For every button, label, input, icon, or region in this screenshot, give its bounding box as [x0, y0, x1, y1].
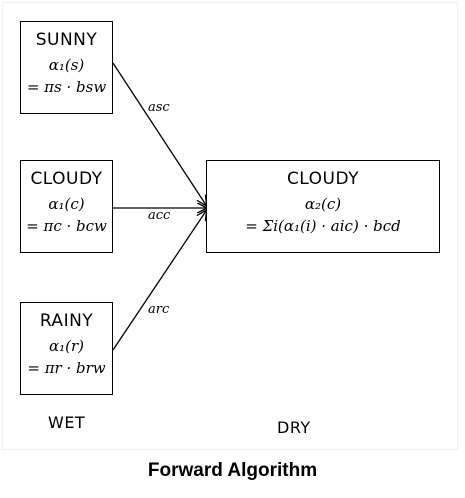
node-target-alpha: α₂(c) [304, 195, 342, 213]
node-rainy-name: RAINY [39, 311, 94, 331]
node-sunny-name: SUNNY [35, 30, 98, 50]
node-target-name: CLOUDY [286, 169, 360, 189]
node-sunny: SUNNY α₁(s) = πs · bsw [20, 21, 113, 114]
figure-caption: Forward Algorithm [147, 460, 318, 481]
node-sunny-formula: = πs · bsw [26, 78, 107, 96]
node-cloudy-name: CLOUDY [30, 169, 103, 189]
column-label-wet: WET [48, 413, 86, 432]
column-label-dry: DRY [277, 418, 311, 437]
node-rainy-formula: = πr · brw [27, 359, 106, 377]
node-rainy: RAINY α₁(r) = πr · brw [20, 302, 113, 395]
edge-sunny-to-cloudy [112, 62, 206, 205]
node-sunny-alpha: α₁(s) [48, 56, 85, 74]
node-cloudy-alpha: α₁(c) [48, 195, 85, 213]
node-cloudy: CLOUDY α₁(c) = πc · bcw [20, 160, 113, 253]
edge-label-sc: asc [148, 100, 170, 115]
edge-label-rc: arc [148, 302, 170, 317]
node-rainy-alpha: α₁(r) [48, 337, 85, 355]
node-cloudy-formula: = πc · bcw [26, 217, 107, 235]
node-target-formula: = Σi(α₁(i) · aic) · bcd [245, 217, 401, 235]
edge-rainy-to-cloudy [112, 211, 206, 351]
node-target-cloudy: CLOUDY α₂(c) = Σi(α₁(i) · aic) · bcd [206, 160, 440, 253]
edge-label-cc: acc [148, 208, 171, 223]
